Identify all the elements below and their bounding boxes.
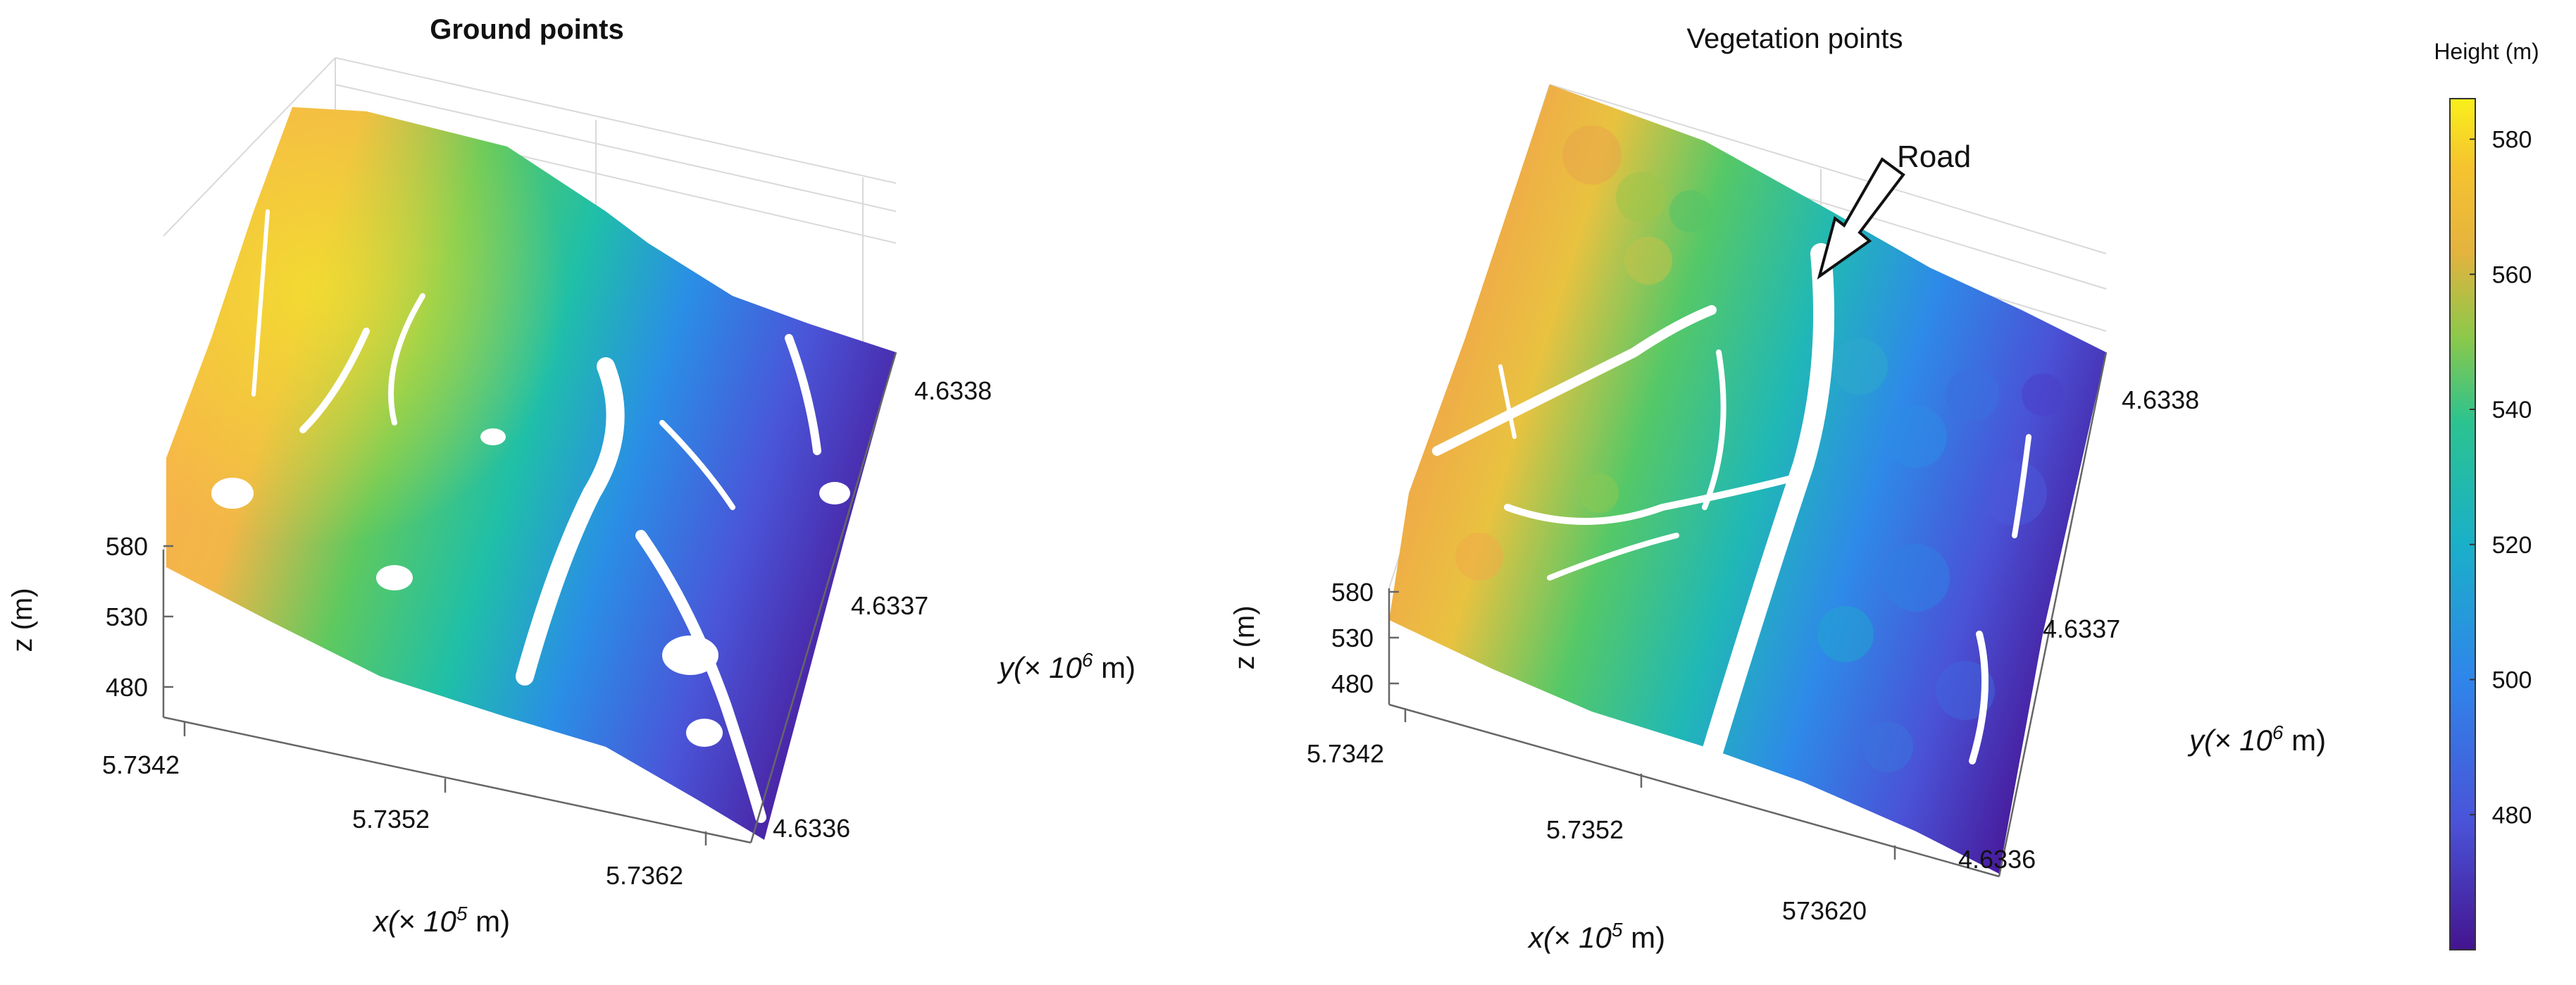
ground-z-tick-530: 530	[106, 602, 148, 631]
vegetation-y-tick-1: 4.6338	[2122, 385, 2199, 414]
colorbar-label: Height (m)	[2434, 39, 2539, 64]
colorbar-tick-label: 560	[2492, 261, 2532, 288]
ground-y-label: y(× 106 m)	[997, 649, 1135, 684]
ground-points-panel: Ground points 580 530 480 z (m) 5.7342 5…	[7, 14, 1135, 938]
ground-z-tick-580: 580	[106, 532, 148, 561]
vegetation-chart-title: Vegetation points	[1687, 23, 1903, 54]
vegetation-point-cloud	[1389, 85, 2106, 874]
vegetation-y-tick-2: 4.6337	[2043, 614, 2120, 643]
ground-gaps	[251, 209, 821, 823]
height-colorbar: Height (m) 580 560 540 520 500 480	[2434, 39, 2539, 950]
ground-y-tick-1: 4.6338	[914, 376, 992, 405]
vegetation-points-panel: Vegetation points 580 530 480 z (m) 5.73…	[1229, 23, 2326, 954]
vegetation-axes	[1388, 352, 2108, 878]
ground-y-tick-2: 4.6337	[851, 591, 928, 620]
ground-z-label: z (m)	[7, 588, 38, 652]
colorbar-gradient	[2449, 98, 2476, 950]
ground-x-label: x(× 105 m)	[372, 903, 510, 938]
vegetation-x-tick-3: 573620	[1782, 896, 1867, 925]
ground-axes	[162, 352, 897, 844]
colorbar-tick-label: 580	[2492, 127, 2532, 154]
vegetation-z-tick-480: 480	[1331, 669, 1374, 698]
road-annotation-label: Road	[1897, 140, 1971, 174]
ground-y-tick-3: 4.6336	[773, 814, 850, 843]
ground-chart-title: Ground points	[430, 14, 624, 45]
vegetation-tree-clumps	[1455, 125, 2064, 772]
vegetation-x-tick-2: 5.7352	[1546, 815, 1624, 844]
vegetation-z-tick-580: 580	[1331, 578, 1374, 607]
vegetation-x-tick-1: 5.7342	[1307, 739, 1384, 768]
ground-z-tick-480: 480	[106, 673, 148, 702]
ground-x-tick-1: 5.7342	[102, 750, 180, 779]
colorbar-tick-label: 520	[2492, 532, 2532, 559]
road-arrow-icon	[1817, 157, 1905, 280]
vegetation-z-tick-530: 530	[1331, 624, 1374, 652]
vegetation-z-label: z (m)	[1229, 605, 1260, 669]
ground-x-tick-3: 5.7362	[606, 861, 683, 890]
colorbar-tick-label: 540	[2492, 397, 2532, 423]
vegetation-gaps	[1432, 243, 2031, 764]
colorbar-tick-label: 480	[2492, 802, 2532, 829]
vegetation-x-label: x(× 105 m)	[1527, 919, 1665, 954]
vegetation-y-tick-3: 4.6336	[1958, 845, 2036, 874]
colorbar-ticks: 580 560 540 520 500 480	[2470, 127, 2532, 829]
vegetation-y-label: y(× 106 m)	[2187, 721, 2326, 757]
road-annotation: Road	[1817, 140, 1971, 280]
ground-x-tick-2: 5.7352	[352, 805, 430, 834]
colorbar-tick-label: 500	[2492, 667, 2532, 694]
